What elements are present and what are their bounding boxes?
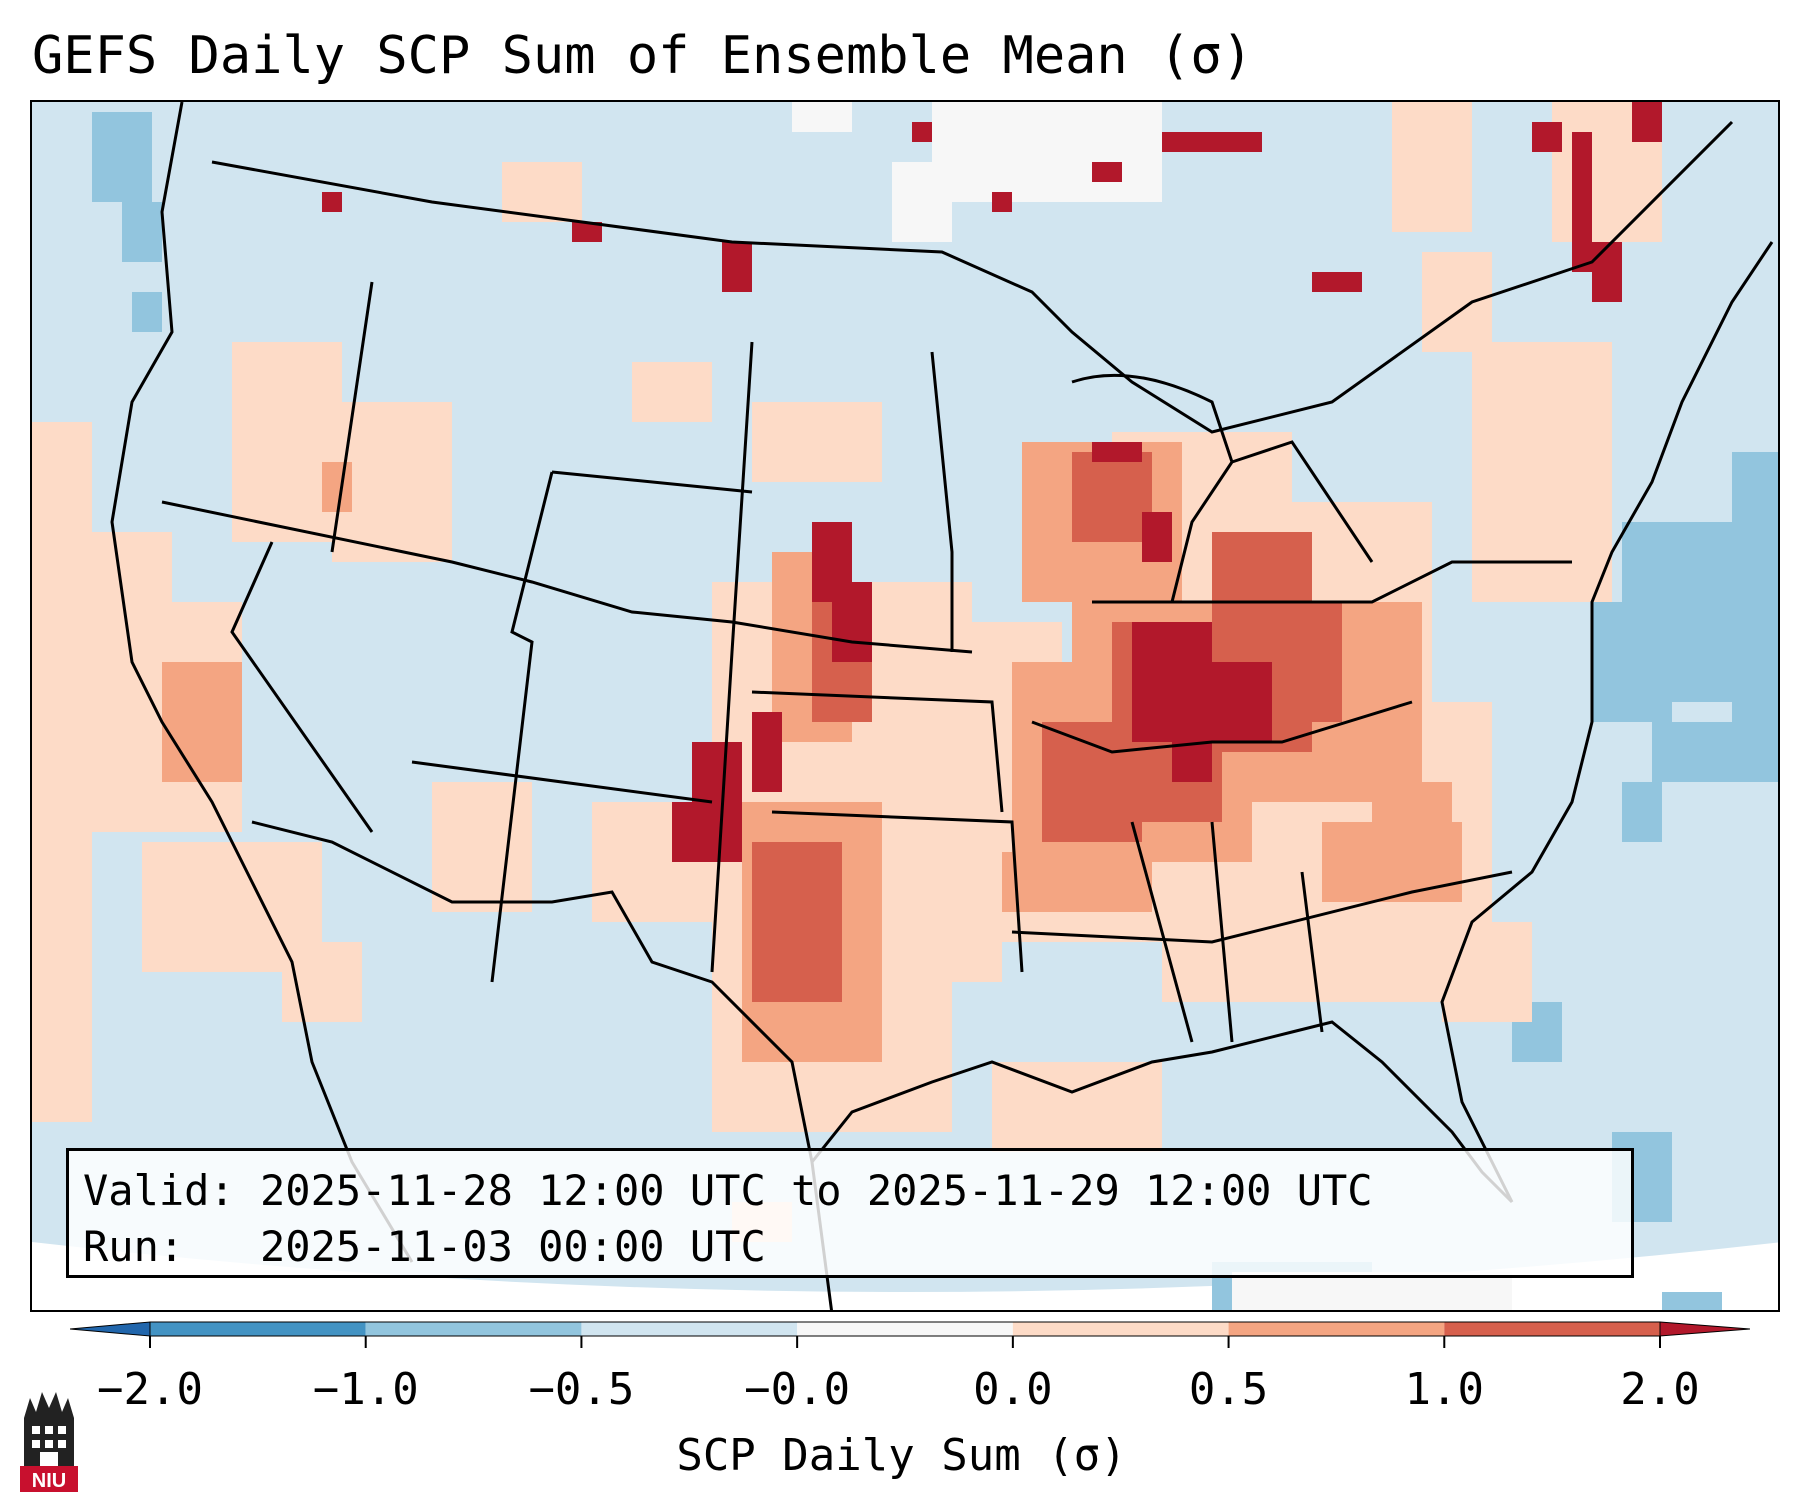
colorbar-tick-label: 0.5 xyxy=(1188,1364,1269,1415)
run-time-text: Run: 2025-11-03 00:00 UTC xyxy=(83,1222,766,1271)
canada-border xyxy=(211,120,1734,434)
state-line-2 xyxy=(330,281,374,553)
colorbar-bins xyxy=(70,1321,1750,1337)
state-line-3 xyxy=(490,471,554,983)
state-line-11 xyxy=(1130,821,1194,1043)
colorbar-ticks xyxy=(149,1336,1661,1348)
colorbar-tick-label: −1.0 xyxy=(312,1364,419,1415)
colorbar-tick-label: −2.0 xyxy=(97,1364,203,1415)
valid-time-text: Valid: 2025-11-28 12:00 UTC to 2025-11-2… xyxy=(83,1166,1373,1215)
colorbar-tick-label: −0.5 xyxy=(528,1364,635,1415)
state-line-7 xyxy=(771,810,1024,973)
colorbar-bin xyxy=(365,1322,582,1336)
state-line-1 xyxy=(161,500,973,654)
valid-run-info-box: Valid: 2025-11-28 12:00 UTC to 2025-11-2… xyxy=(66,1148,1634,1278)
colorbar xyxy=(70,1321,1750,1348)
gulf-coast xyxy=(810,1020,1514,1204)
state-line-16 xyxy=(411,760,713,804)
chart-title: GEFS Daily SCP Sum of Ensemble Mean (σ) xyxy=(32,26,1253,86)
state-line-8 xyxy=(1011,870,1513,944)
great-lakes xyxy=(1071,373,1374,603)
niu-logo: NIU xyxy=(20,1392,78,1492)
colorbar-bin xyxy=(1444,1322,1660,1336)
neutral-patches xyxy=(792,102,1512,1310)
colorbar-outline xyxy=(149,1321,1661,1337)
state-line-13 xyxy=(1300,871,1324,1033)
atlantic-coast xyxy=(1440,241,1774,1203)
pacific-coastline xyxy=(110,102,414,1263)
state-line-15 xyxy=(230,541,374,833)
map-panel xyxy=(30,100,1780,1312)
colorbar-extend-low xyxy=(70,1321,151,1337)
state-line-14 xyxy=(930,351,954,652)
colorbar-tick-label: 1.0 xyxy=(1404,1364,1485,1415)
negative-anomaly-patches xyxy=(92,112,1778,1310)
colorbar-bin xyxy=(1012,1322,1229,1336)
colorbar-tick-label: −0.0 xyxy=(744,1364,851,1415)
colorbar-bin xyxy=(581,1322,798,1336)
state-line-9 xyxy=(1031,700,1413,754)
colorbar-bin xyxy=(1228,1322,1445,1336)
mexico-border xyxy=(251,820,833,1310)
colorbar-bin xyxy=(150,1322,366,1336)
colorbar-extend-high xyxy=(1659,1321,1750,1337)
map-svg xyxy=(32,102,1778,1310)
state-line-10 xyxy=(1092,560,1572,604)
colorbar-tick-label: 0.0 xyxy=(973,1364,1053,1415)
state-line-6 xyxy=(751,690,1004,813)
state-line-5 xyxy=(710,341,754,973)
logo-text: NIU xyxy=(32,1470,66,1492)
boundaries xyxy=(110,102,1774,1310)
colorbar-tick-label: 2.0 xyxy=(1620,1364,1700,1415)
state-line-12 xyxy=(1210,821,1234,1043)
colorbar-bin xyxy=(797,1322,1013,1336)
colorbar-label: SCP Daily Sum (σ) xyxy=(676,1430,1127,1481)
state-line-4 xyxy=(551,470,753,494)
extreme-positive-patches xyxy=(322,102,1662,862)
